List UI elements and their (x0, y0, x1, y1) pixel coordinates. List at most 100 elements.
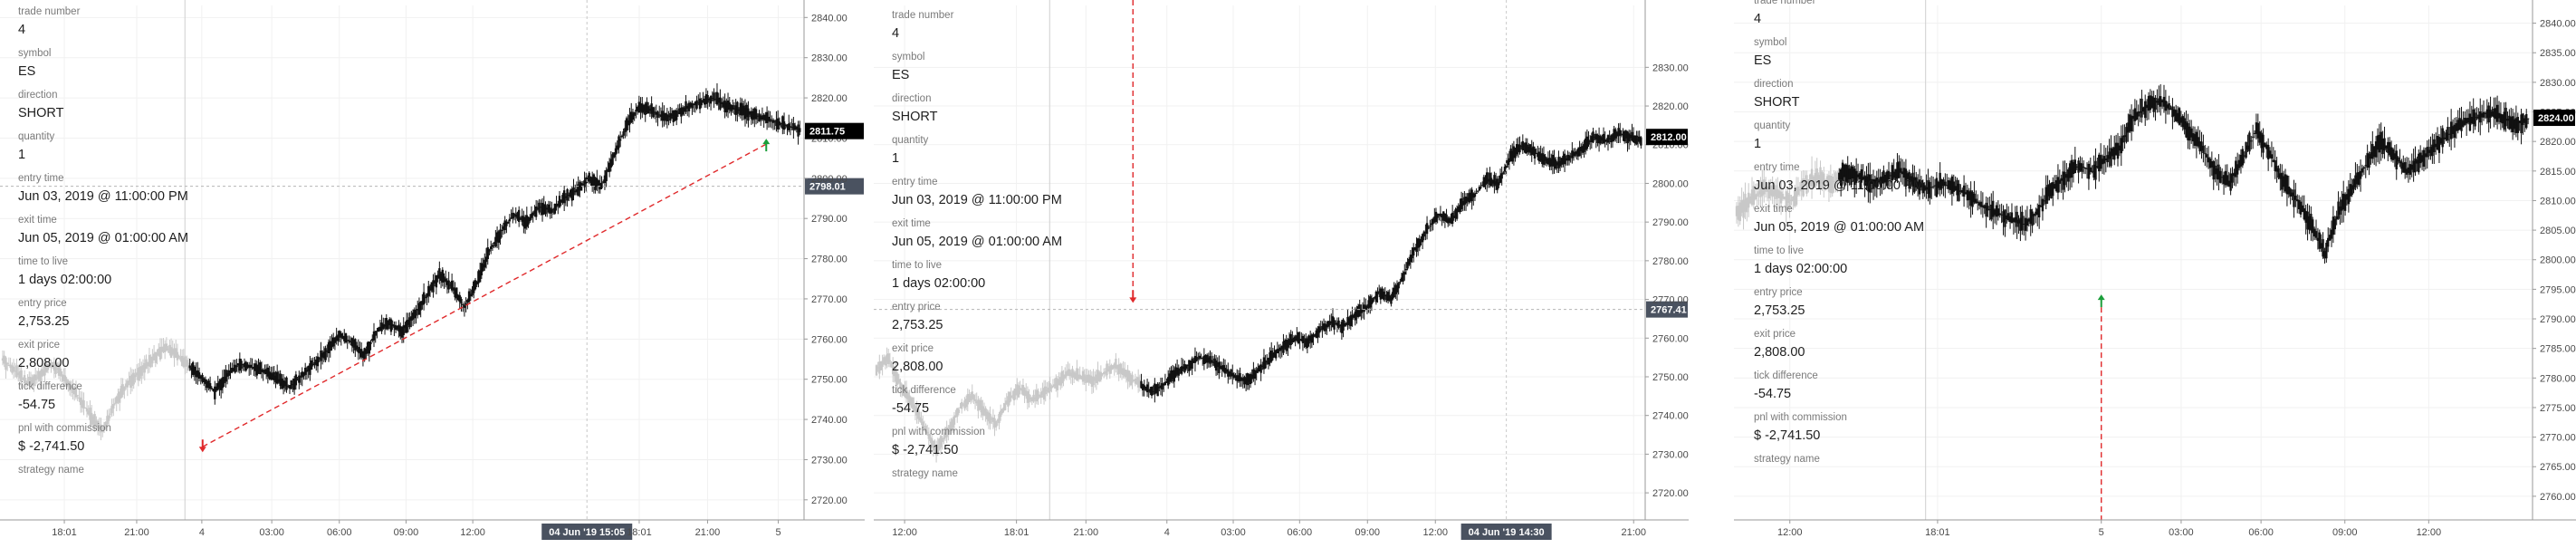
candle-body (234, 364, 236, 373)
price-tick-label: 2770.00 (2540, 433, 2576, 444)
info-exit-price: exit price 2,808.00 (1754, 322, 1980, 364)
value-pnl: $ -2,741.50 (892, 443, 959, 457)
candle-body (1111, 366, 1115, 370)
candle-body (1221, 365, 1223, 370)
candle-body (1019, 388, 1021, 389)
candle-body (322, 351, 326, 359)
candle-body (2516, 117, 2519, 133)
label-tick-difference: tick difference (892, 385, 956, 396)
price-chart-3[interactable]: 2760.002765.002770.002775.002780.002785.… (1734, 0, 2576, 548)
last-price-label: 2812.00 (1651, 132, 1687, 143)
candle-body (382, 323, 385, 329)
candle-body (1322, 323, 1326, 331)
candle-body (1363, 304, 1365, 312)
candle-body (2200, 141, 2203, 151)
candle-body (2168, 103, 2170, 111)
candle-body (2108, 151, 2111, 159)
candle-body (1012, 390, 1016, 400)
candle-body (2285, 176, 2289, 195)
candle-body (1602, 133, 1605, 144)
candle-body (2092, 164, 2095, 178)
candle-body (1026, 391, 1029, 403)
candle-body (1995, 205, 1998, 217)
candle-body (1374, 297, 1376, 299)
candle-body (752, 111, 754, 120)
candle-body (1594, 133, 1597, 140)
candle-body (1035, 389, 1039, 402)
candle-body (257, 366, 260, 371)
candle-body (2451, 126, 2455, 135)
candle-body (678, 108, 681, 115)
candle-body (266, 367, 270, 377)
candle-body (570, 188, 573, 201)
candle-body (788, 123, 790, 130)
candle-body (2391, 149, 2395, 160)
candle-body (1542, 154, 1546, 165)
candle-body (68, 381, 72, 391)
candle-body (1788, 194, 1791, 209)
candle-body (2428, 149, 2430, 153)
candle-body (365, 349, 368, 354)
value-direction: SHORT (1754, 95, 1800, 110)
candle-body (466, 300, 469, 303)
candle-body (982, 409, 986, 413)
candle-body (421, 301, 424, 305)
candle-body (646, 101, 648, 113)
candle-body (996, 419, 1000, 422)
candle-body (1469, 192, 1472, 201)
value-entry-time: Jun 03, 2019 @ 11:00:00 PM (892, 193, 1062, 207)
candle-body (1848, 168, 1851, 179)
candle-body (2468, 113, 2472, 131)
candle-body (2265, 144, 2268, 149)
candle-body (1330, 321, 1333, 324)
candle-body (2426, 147, 2428, 158)
info-quantity: quantity 1 (892, 129, 1118, 170)
candle-body (1913, 177, 1916, 193)
candle-body (585, 177, 588, 184)
candle-body (2514, 118, 2518, 133)
candle-body (904, 389, 906, 398)
candle-body (1270, 351, 1273, 362)
candle-body (1039, 391, 1042, 399)
candle-body (2466, 118, 2470, 123)
candle-body (1071, 369, 1074, 378)
candle-body (1614, 129, 1617, 139)
candle-body (352, 339, 355, 348)
candle-body (2101, 159, 2104, 165)
candle-body (1484, 178, 1487, 186)
label-exit-time: exit time (892, 218, 931, 229)
candle-body (2087, 163, 2091, 179)
candle-body (2158, 98, 2160, 105)
candle-body (454, 288, 456, 298)
price-tick-label: 2795.00 (2540, 284, 2576, 295)
candle-body (1207, 357, 1211, 362)
candle-body (1147, 389, 1150, 391)
candle-body (1278, 348, 1280, 351)
candle-body (464, 303, 467, 305)
candle-body (139, 366, 141, 380)
candle-body (1416, 238, 1420, 248)
candle-body (1867, 174, 1870, 192)
candle-body (2139, 111, 2141, 113)
value-quantity: 1 (892, 151, 900, 166)
candle-body (2029, 208, 2032, 225)
time-tick-label: 5 (776, 527, 781, 538)
candle-body (648, 108, 652, 111)
candle-body (685, 101, 687, 112)
candle-body (1094, 377, 1096, 381)
info-direction: direction SHORT (892, 87, 1118, 129)
candle-body (1633, 135, 1636, 144)
candle-body (1133, 380, 1135, 381)
candle-body (1170, 370, 1173, 381)
candle-body (1566, 155, 1569, 160)
candle-body (1754, 194, 1757, 200)
candle-body (2006, 213, 2010, 221)
candle-body (221, 377, 225, 389)
candle-body (531, 212, 534, 216)
price-tick-label: 2800.00 (2540, 255, 2576, 266)
candle-body (1038, 395, 1041, 397)
candle-body (1315, 330, 1317, 339)
candle-body (1623, 130, 1626, 142)
